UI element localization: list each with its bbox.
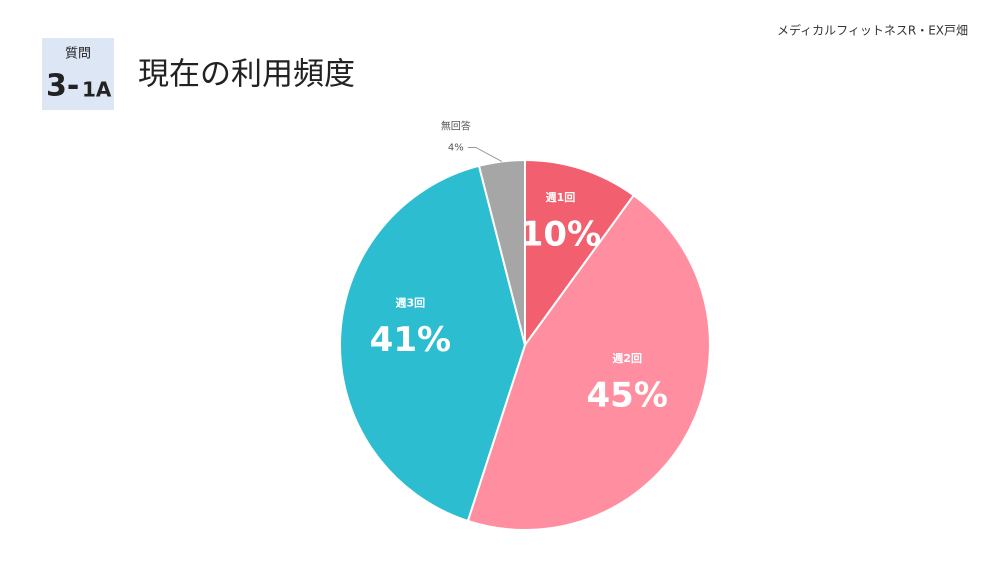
pie-chart: 週1回 10% 週2回 45% 週3回 41% 無回答 4% [339, 119, 711, 531]
slice-percent: 41% [370, 320, 451, 360]
slice-category: 週1回 [546, 190, 576, 204]
badge-number: 3- [46, 69, 79, 104]
slide-title: 現在の利用頻度 [138, 57, 355, 93]
badge-label: 質問 [65, 47, 91, 62]
pie-slice [339, 164, 527, 523]
slice-percent: 4% [448, 142, 464, 153]
pie-slice [477, 158, 526, 346]
pie-slice [524, 158, 636, 349]
pie-slice [466, 193, 711, 531]
question-badge [42, 38, 114, 110]
slice-category: 無回答 [441, 119, 471, 132]
leader-line [467, 146, 503, 162]
slice-category: 週3回 [396, 295, 426, 309]
slice-percent: 45% [587, 376, 668, 416]
badge-suffix: 1A [82, 78, 112, 102]
slice-percent: 10% [520, 214, 601, 254]
organization: メディカルフィットネスR・EX戸畑 [777, 23, 968, 38]
slice-category: 週2回 [612, 351, 642, 365]
